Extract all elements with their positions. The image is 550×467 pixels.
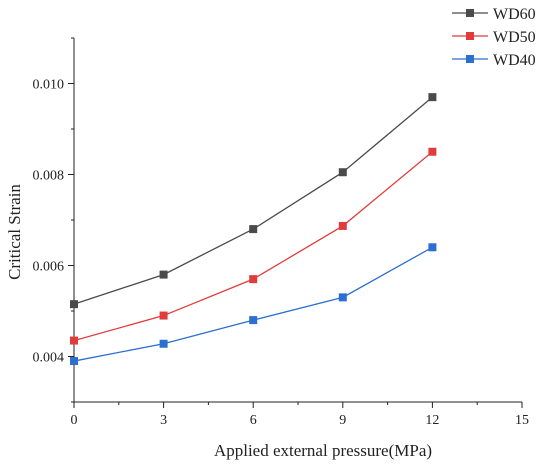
x-axis-title: Applied external pressure(MPa) <box>214 441 432 460</box>
legend-marker-wd50 <box>466 32 474 40</box>
x-ticks: 0 3 6 9 12 15 <box>71 402 529 428</box>
series-wd40 <box>70 243 437 366</box>
y-ticks: 0.004 0.006 0.008 0.010 <box>33 37 74 403</box>
legend-label-wd50: WD50 <box>493 29 536 46</box>
data-point-wd40 <box>70 357 78 366</box>
x-tick-label: 12 <box>425 413 439 428</box>
series-wd60 <box>70 93 437 309</box>
x-tick-label: 15 <box>515 413 529 428</box>
data-point-wd60 <box>338 168 347 177</box>
legend-item-wd40: WD40 <box>452 52 536 69</box>
data-point-wd50 <box>428 147 437 156</box>
data-point-wd60 <box>428 93 437 102</box>
series-wd50 <box>70 147 437 345</box>
data-point-wd40 <box>249 316 258 325</box>
data-point-wd50 <box>249 275 258 284</box>
data-point-wd60 <box>70 300 78 309</box>
x-tick-label: 3 <box>160 413 167 428</box>
axes <box>73 38 522 403</box>
series-line-wd40 <box>73 246 433 362</box>
data-point-wd40 <box>428 243 437 252</box>
y-axis-title: Critical Strain <box>5 184 24 280</box>
y-tick-label: 0.004 <box>33 351 65 366</box>
data-point-wd40 <box>338 293 347 302</box>
data-point-wd50 <box>338 221 347 230</box>
legend-item-wd50: WD50 <box>452 29 536 46</box>
data-point-wd60 <box>249 225 258 234</box>
legend-item-wd60: WD60 <box>452 6 536 23</box>
legend: WD60 WD50 WD40 <box>452 6 536 69</box>
x-tick-label: 9 <box>339 413 346 428</box>
x-tick-label: 6 <box>250 413 257 428</box>
series-line-wd50 <box>73 151 433 342</box>
data-point-wd50 <box>159 311 168 320</box>
y-tick-label: 0.010 <box>33 78 65 93</box>
data-point-wd60 <box>159 270 168 279</box>
series-line-wd60 <box>73 96 433 305</box>
data-point-wd40 <box>159 339 168 348</box>
series-layer <box>70 93 437 366</box>
y-tick-label: 0.008 <box>33 169 65 184</box>
data-point-wd50 <box>70 336 78 345</box>
legend-label-wd60: WD60 <box>493 6 536 23</box>
x-tick-label: 0 <box>71 413 78 428</box>
legend-label-wd40: WD40 <box>493 52 536 69</box>
legend-marker-wd60 <box>466 9 474 17</box>
legend-marker-wd40 <box>466 55 474 63</box>
y-tick-label: 0.006 <box>33 260 65 275</box>
